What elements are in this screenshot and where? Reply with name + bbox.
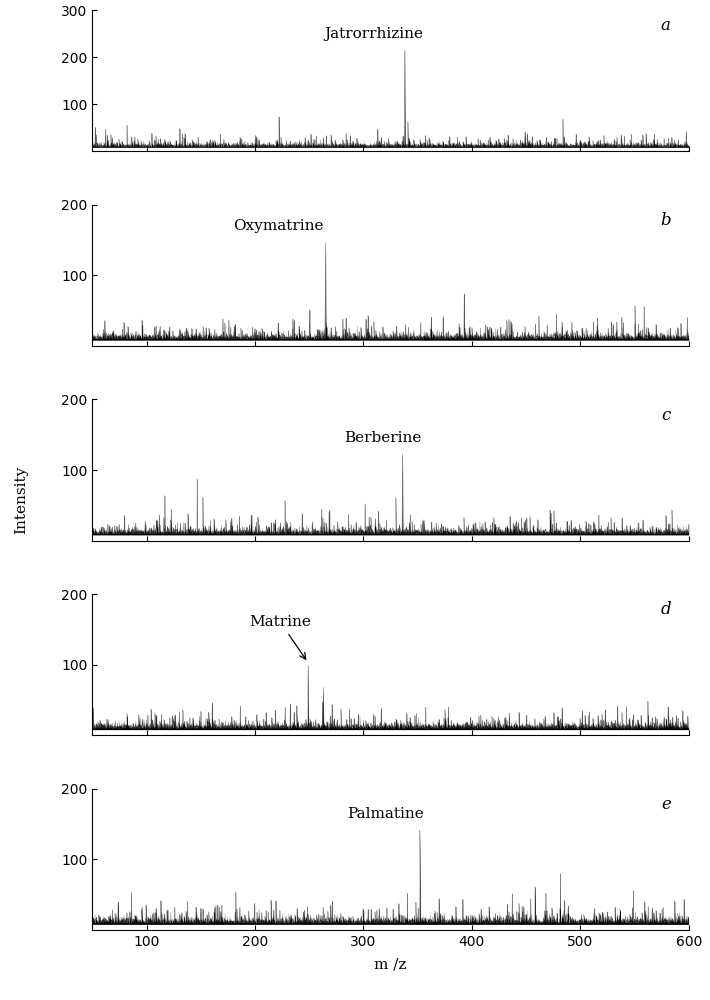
- Text: Berberine: Berberine: [344, 431, 422, 445]
- Text: c: c: [662, 407, 671, 424]
- Text: Jatrorrhizine: Jatrorrhizine: [324, 27, 424, 41]
- Text: Intensity: Intensity: [14, 466, 28, 534]
- Text: Matrine: Matrine: [249, 615, 312, 659]
- Text: a: a: [661, 17, 671, 34]
- Text: Palmatine: Palmatine: [346, 807, 423, 821]
- Text: e: e: [661, 796, 671, 813]
- Text: d: d: [660, 601, 671, 618]
- Text: Oxymatrine: Oxymatrine: [234, 219, 324, 233]
- Text: b: b: [660, 212, 671, 229]
- X-axis label: m /z: m /z: [374, 957, 407, 971]
